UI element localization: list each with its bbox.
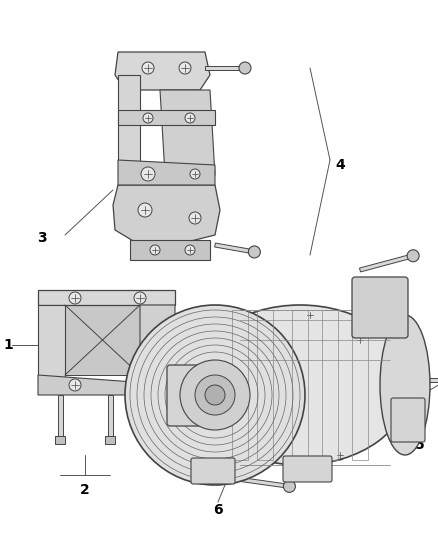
- Polygon shape: [115, 52, 210, 90]
- Circle shape: [180, 388, 194, 402]
- Polygon shape: [395, 378, 438, 382]
- Circle shape: [142, 62, 154, 74]
- Polygon shape: [148, 421, 158, 429]
- Circle shape: [143, 113, 153, 123]
- Polygon shape: [118, 75, 140, 175]
- FancyBboxPatch shape: [191, 458, 235, 484]
- Ellipse shape: [380, 315, 430, 455]
- Polygon shape: [130, 240, 210, 260]
- Polygon shape: [205, 66, 245, 70]
- Circle shape: [180, 360, 250, 430]
- Polygon shape: [118, 110, 215, 125]
- Circle shape: [69, 379, 81, 391]
- Circle shape: [125, 305, 305, 485]
- FancyBboxPatch shape: [283, 456, 332, 482]
- Polygon shape: [57, 395, 63, 440]
- Circle shape: [179, 62, 191, 74]
- Circle shape: [248, 246, 261, 258]
- Circle shape: [305, 310, 315, 320]
- Circle shape: [142, 377, 154, 389]
- Polygon shape: [65, 305, 140, 375]
- Text: 1: 1: [3, 338, 13, 352]
- Circle shape: [403, 415, 413, 425]
- Circle shape: [138, 203, 152, 217]
- Circle shape: [335, 450, 345, 460]
- Polygon shape: [55, 436, 65, 444]
- FancyBboxPatch shape: [167, 365, 208, 426]
- Circle shape: [195, 375, 235, 415]
- Polygon shape: [107, 395, 113, 440]
- Circle shape: [189, 212, 201, 224]
- FancyBboxPatch shape: [352, 277, 408, 338]
- Text: 4: 4: [335, 158, 345, 172]
- Polygon shape: [38, 305, 65, 380]
- FancyBboxPatch shape: [391, 398, 425, 442]
- Polygon shape: [118, 160, 215, 185]
- Circle shape: [255, 445, 265, 455]
- Text: 6: 6: [213, 503, 223, 517]
- Circle shape: [185, 245, 195, 255]
- Circle shape: [239, 62, 251, 74]
- Circle shape: [69, 292, 81, 304]
- Polygon shape: [113, 185, 220, 245]
- Circle shape: [185, 113, 195, 123]
- Polygon shape: [215, 243, 255, 254]
- Ellipse shape: [190, 305, 410, 465]
- Polygon shape: [160, 90, 215, 175]
- Circle shape: [150, 245, 160, 255]
- Polygon shape: [105, 436, 115, 444]
- Circle shape: [205, 385, 225, 405]
- Circle shape: [134, 292, 146, 304]
- Text: 2: 2: [80, 483, 90, 497]
- Circle shape: [190, 169, 200, 179]
- Polygon shape: [230, 476, 290, 488]
- Polygon shape: [38, 290, 175, 305]
- Polygon shape: [38, 375, 175, 395]
- Circle shape: [355, 335, 365, 345]
- Circle shape: [208, 466, 218, 476]
- Polygon shape: [148, 390, 155, 425]
- Circle shape: [368, 288, 382, 302]
- Text: 5: 5: [415, 438, 425, 452]
- Circle shape: [407, 250, 419, 262]
- Circle shape: [303, 464, 313, 474]
- Circle shape: [141, 167, 155, 181]
- Polygon shape: [360, 254, 413, 272]
- Text: 3: 3: [37, 231, 47, 245]
- Circle shape: [250, 330, 260, 340]
- Circle shape: [385, 313, 399, 327]
- Circle shape: [283, 480, 295, 492]
- Polygon shape: [140, 305, 175, 380]
